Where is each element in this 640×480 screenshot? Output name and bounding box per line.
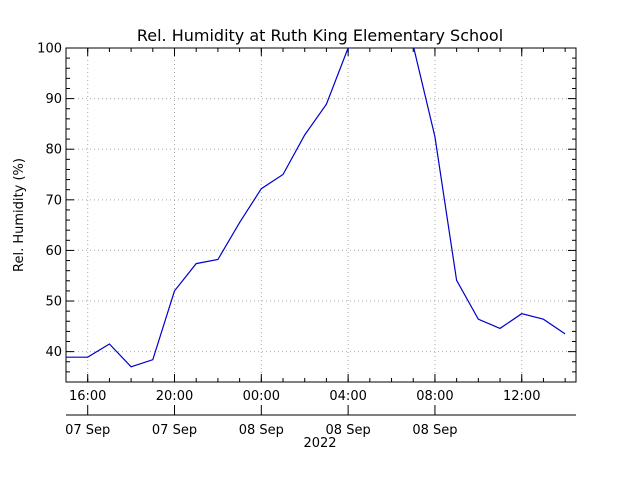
humidity-line <box>66 48 566 368</box>
date-tick-label: 07 Sep <box>65 423 110 438</box>
x-tick-label: 12:00 <box>503 389 540 404</box>
date-tick-label: 08 Sep <box>326 423 371 438</box>
x-tick-label: 00:00 <box>243 389 280 404</box>
series-layer <box>66 48 566 368</box>
y-axis-label: Rel. Humidity (%) <box>12 158 27 272</box>
y-tick-label: 50 <box>45 295 62 310</box>
axis-ticks <box>65 47 576 415</box>
y-tick-label: 70 <box>45 193 62 208</box>
date-tick-label: 07 Sep <box>152 423 197 438</box>
y-tick-label: 100 <box>37 42 62 57</box>
x-tick-label: 20:00 <box>156 389 193 404</box>
plot-frame <box>65 47 577 383</box>
grid <box>66 48 576 382</box>
tick-labels: 40 50 60 70 80 90 100 16:00 20:00 00:00 04:00 08:00… <box>37 42 540 439</box>
chart-title: Rel. Humidity at Ruth King Elementary Sc… <box>137 26 503 45</box>
y-tick-label: 80 <box>45 143 62 158</box>
y-tick-label: 40 <box>45 345 62 360</box>
date-tick-label: 08 Sep <box>239 423 284 438</box>
y-tick-label: 90 <box>45 92 62 107</box>
y-tick-label: 60 <box>45 244 62 259</box>
date-tick-label: 08 Sep <box>412 423 457 438</box>
year-label: 2022 <box>303 436 336 451</box>
x-tick-label: 16:00 <box>69 389 106 404</box>
x-tick-label: 08:00 <box>416 389 453 404</box>
x-tick-label: 04:00 <box>329 389 366 404</box>
